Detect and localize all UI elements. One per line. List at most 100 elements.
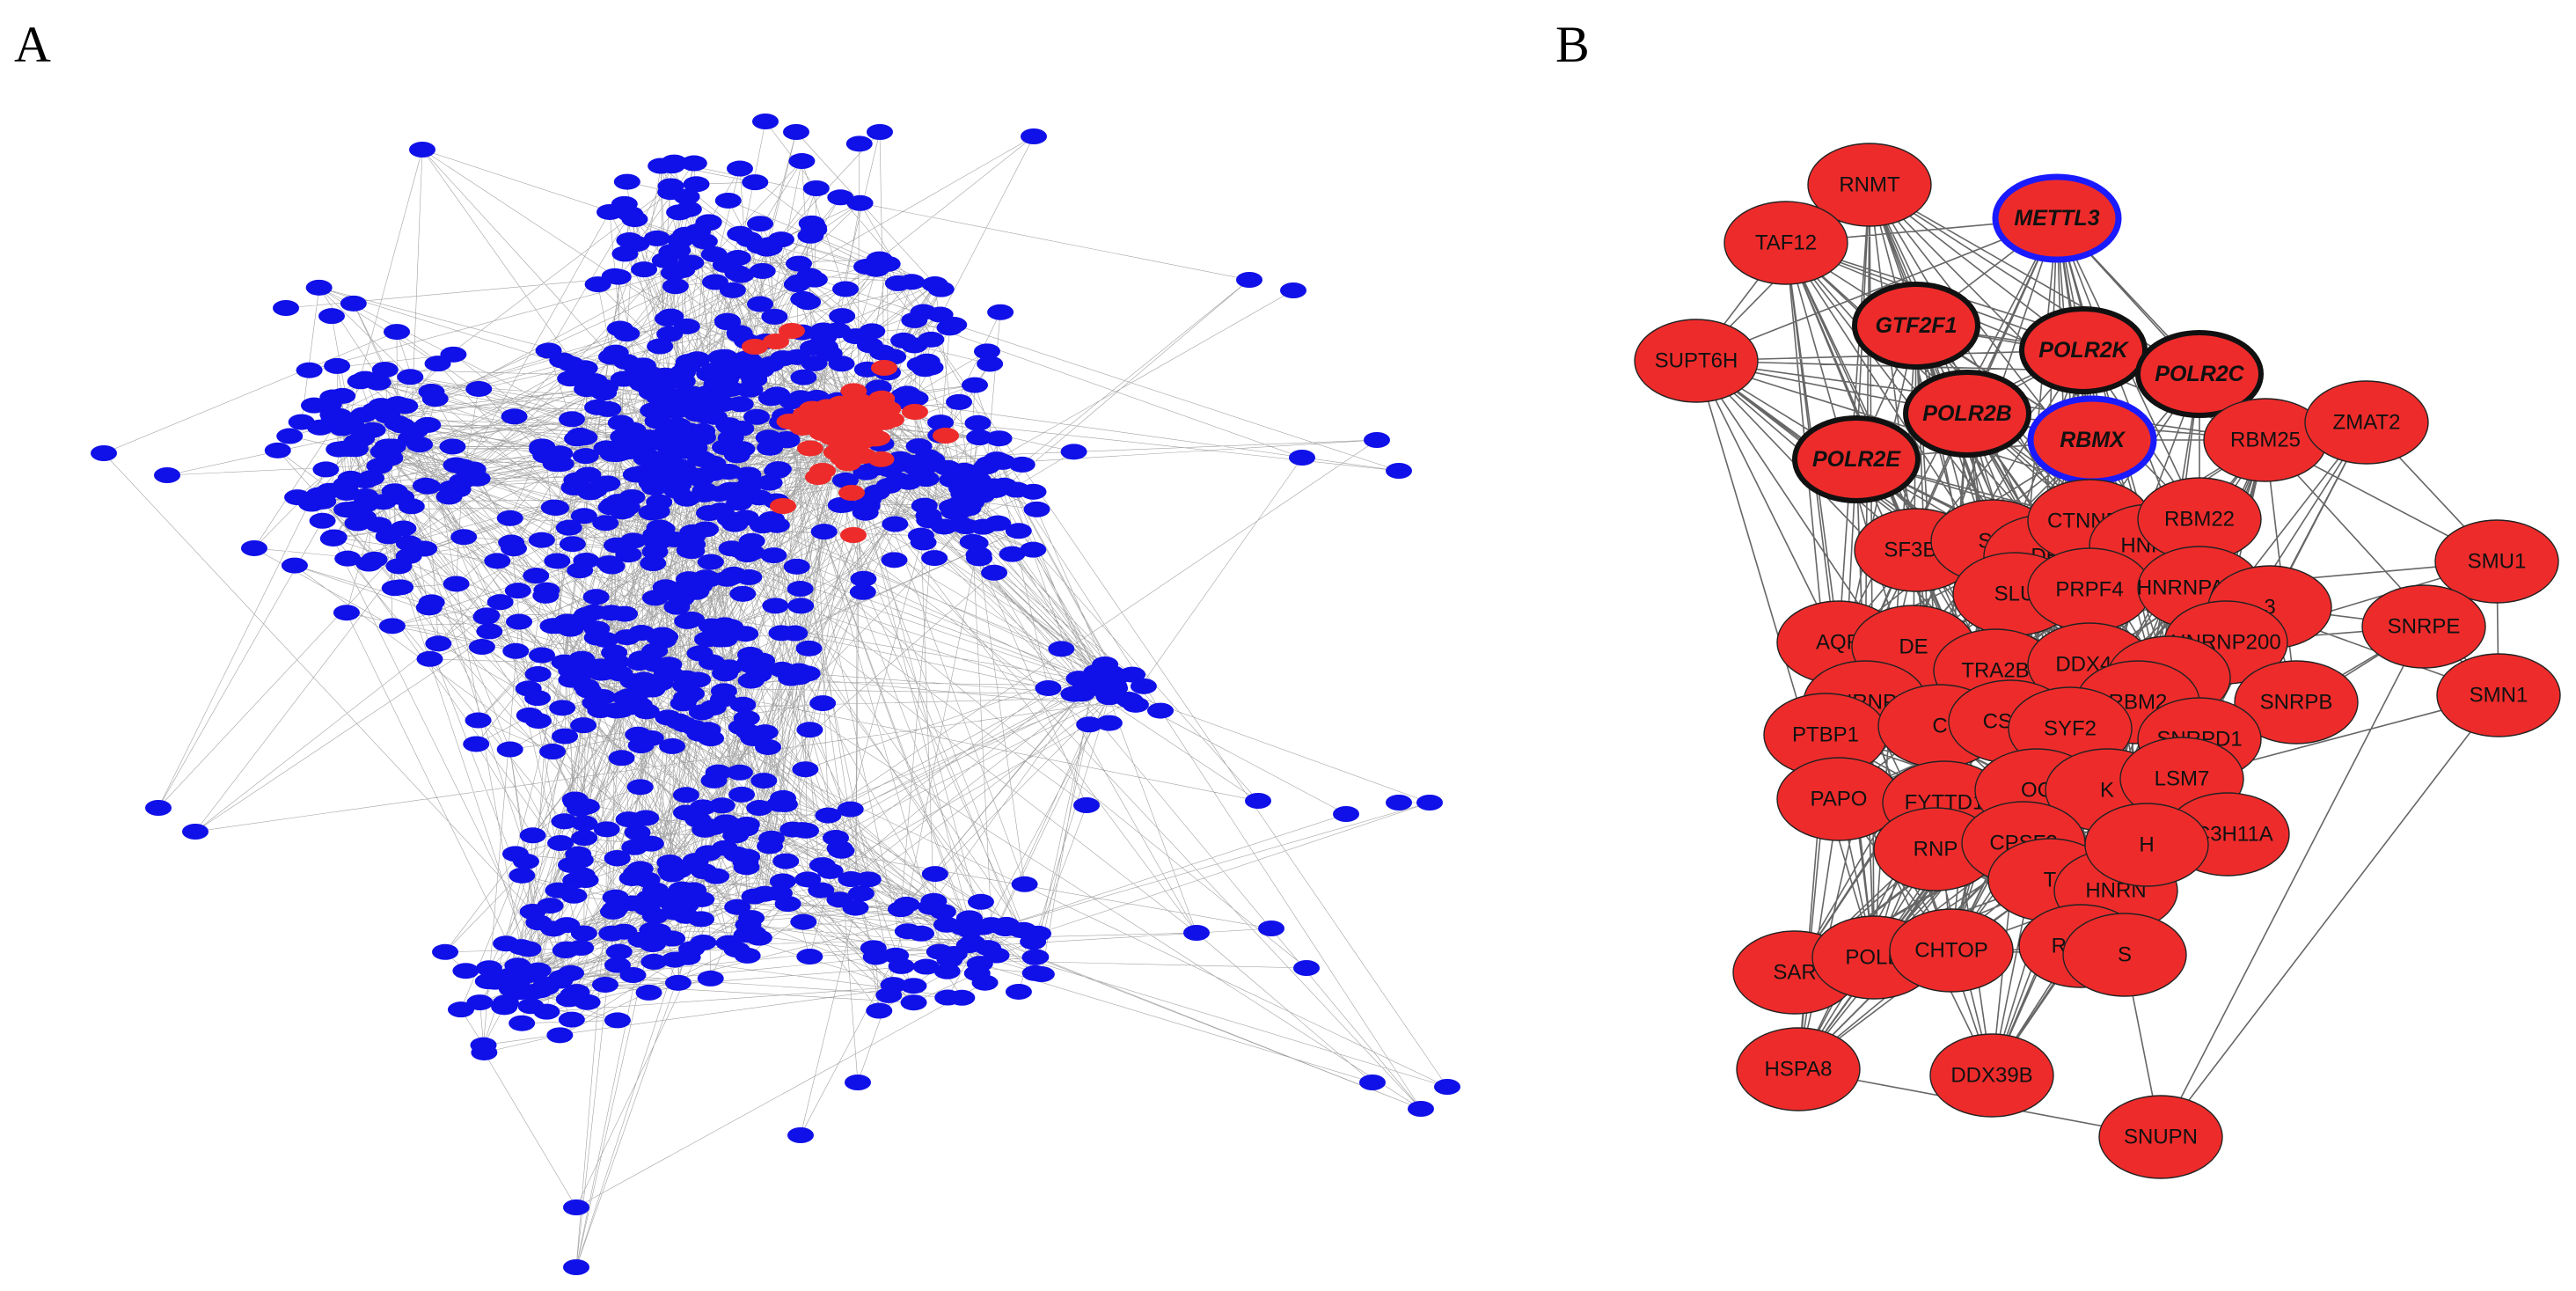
network-a-node-blue [571,815,598,832]
network-a-node-blue [506,613,533,630]
network-b-node-chtop: CHTOP [1889,908,2014,993]
network-a-node-blue [1073,797,1100,813]
network-a-node-blue [747,296,774,312]
network-a-node-blue [657,178,684,194]
network-a-node-blue [856,337,883,354]
node-label: S [2118,943,2132,967]
network-a-node-blue [991,477,1018,494]
network-a-node-blue [415,599,443,616]
network-a-node-blue [553,917,581,934]
network-a-node-blue [604,268,632,285]
network-a-node-blue [867,124,893,140]
network-a-node-blue [860,940,887,957]
network-a-node-blue [519,827,546,844]
network-a-node-blue [738,910,765,927]
network-a-node-blue [796,722,823,738]
network-a-node-blue [853,259,881,275]
network-a-node-red [808,417,835,434]
network-a-node-red [834,455,861,472]
panel-a-label: A [14,16,51,73]
network-a-node-blue [583,620,611,637]
network-a-node-blue [757,390,785,407]
network-a-node-blue [849,583,876,600]
network-a-node-blue [1359,1075,1386,1090]
network-a-node-blue [752,114,779,129]
network-a-node-blue [628,373,655,390]
network-a-node-blue [616,232,643,249]
network-a-node-blue [977,356,1004,372]
network-a-node-blue [1130,678,1157,694]
network-b-node-taf12: TAF12 [1723,201,1848,285]
network-a-node-blue [1048,641,1075,657]
network-a-node-blue [558,1011,585,1028]
network-a-node-blue [962,535,989,552]
network-a-node-blue [946,393,973,410]
network-a-node-blue [728,786,756,803]
network-a-node-blue [501,408,528,425]
network-a-node-blue [496,741,523,758]
network-a-node-blue [795,640,823,657]
network-a-node-blue [661,904,688,921]
network-a-node-blue [696,571,723,588]
network-a-node-blue [652,426,679,443]
network-a-node-blue [524,690,552,707]
network-a-node-blue [984,515,1012,532]
network-a-node-blue [717,619,744,635]
network-a-node-blue [674,612,701,629]
network-a-node-blue [794,294,822,311]
network-a-node-blue [552,728,579,745]
node-ellipse [1736,1027,1861,1111]
network-a-node-blue [570,717,597,734]
network-a-node-blue [648,521,676,538]
network-a-node-blue [1079,671,1107,688]
network-b-node-snupn: SNUPN [2098,1095,2223,1179]
network-a-node-blue [506,984,533,1001]
network-a-node-blue [309,512,336,529]
node-label: PAPO [1811,788,1868,811]
network-a-node-blue [618,895,646,912]
network-a-node-blue [517,998,545,1015]
network-a-node-blue [901,337,928,354]
network-a-node-blue [762,598,789,614]
network-a-node-blue [626,779,654,796]
network-a-node-red [742,339,768,355]
network-a-node-blue [561,791,589,808]
network-a-node-blue [778,670,805,686]
network-a-node-blue [668,881,695,898]
network-a-node-blue [1094,685,1121,701]
network-b-node-snrpb: SNRPB [2234,660,2359,745]
network-a-node-blue [529,438,556,455]
node-label: POLR2K [2038,338,2129,363]
network-a-node-blue [698,654,725,671]
network-a-node-blue [1236,272,1262,288]
network-a-nodes [91,114,1460,1275]
network-a-node-blue [662,583,690,600]
network-a-node-blue [726,495,753,511]
network-a-node-blue [728,420,755,436]
network-a-node-blue [1183,925,1210,941]
network-a-node-blue [875,987,903,1003]
network-a-node-blue [449,473,476,489]
network-a-node-blue [397,430,424,447]
network-a-node-blue [743,408,771,425]
network-a-graph [91,114,1460,1275]
network-a-node-blue [435,488,463,505]
network-a-node-blue [240,539,267,556]
network-a-node-blue [1386,463,1412,479]
network-a-node-blue [845,1075,871,1090]
network-a-node-blue [596,203,624,220]
network-a-node-blue [985,430,1013,447]
network-b-nodes: RNMT METTL3 TAF12 GTF2F1 POLR2K POLR2C SUPT6H P… [1634,143,2561,1179]
network-a-node-blue [384,396,411,413]
network-b-node-ddx39b: DDX39B [1929,1033,2054,1118]
network-b-node-polr2e: POLR2E [1792,415,1921,503]
network-a-node-blue [714,312,741,329]
network-a-node-blue [874,255,901,272]
node-label: RNP [1914,838,1958,862]
network-a-node-blue [828,842,855,859]
network-a-node-blue [586,658,613,675]
network-a-node-blue [351,424,378,441]
node-label: RBM25 [2230,429,2301,452]
network-a-node-blue [432,943,459,960]
network-a-node-blue [1020,483,1047,500]
